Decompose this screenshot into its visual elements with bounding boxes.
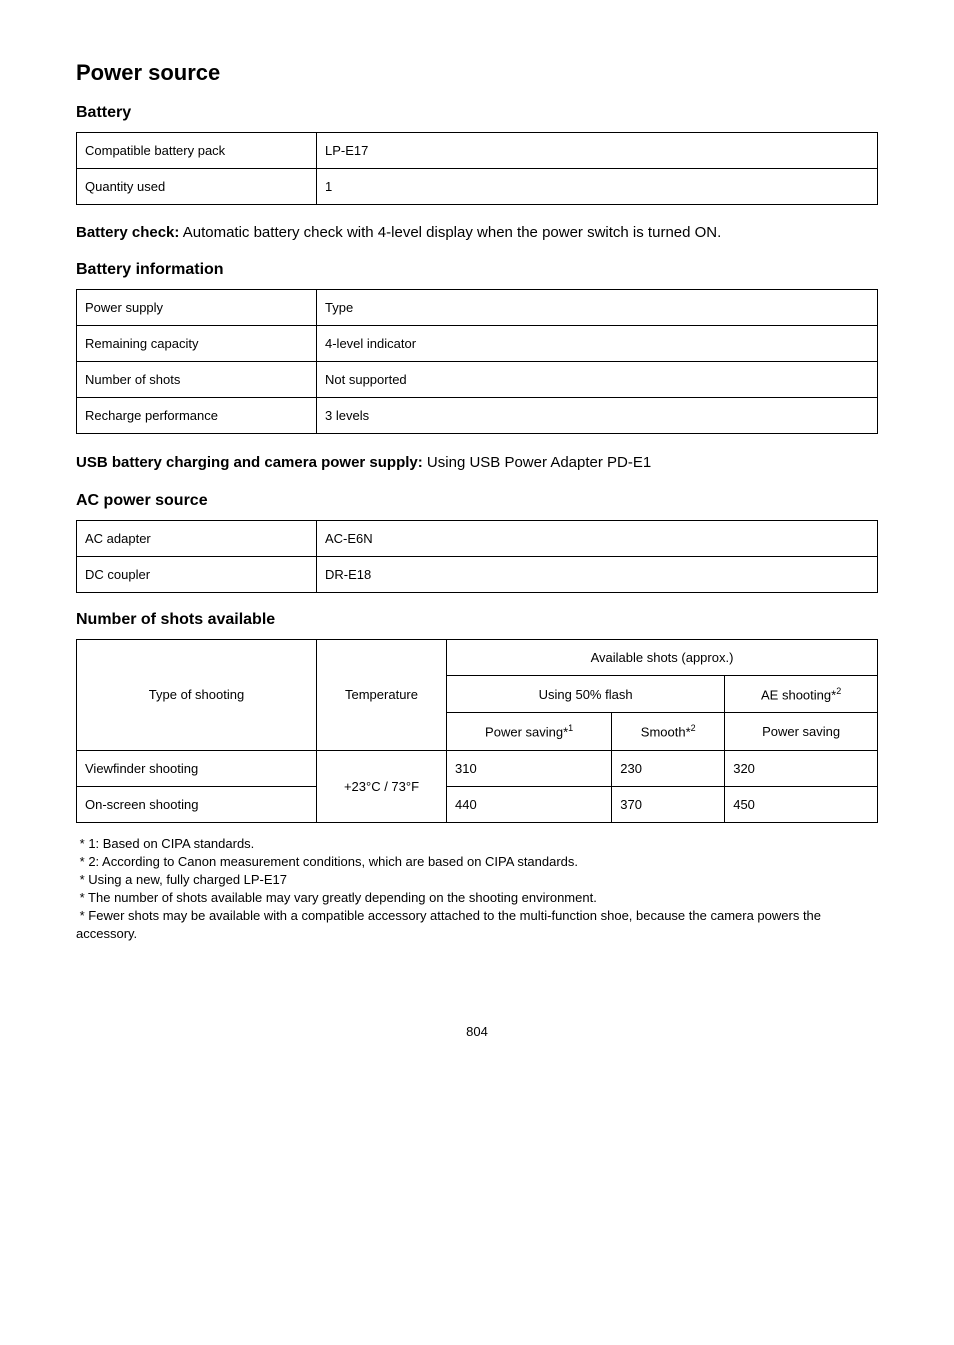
note-3: * Using a new, fully charged LP-E17	[76, 871, 878, 889]
cell-label: Remaining capacity	[77, 326, 317, 362]
cell-value: AC-E6N	[317, 520, 878, 556]
table-header-row: Type of shooting Temperature Available s…	[77, 639, 878, 675]
cell-type: Viewfinder shooting	[77, 750, 317, 786]
header-type: Type of shooting	[77, 639, 317, 750]
note-3-text: * Using a new, fully charged LP-E17	[80, 872, 287, 887]
table-row: Remaining capacity 4-level indicator	[77, 326, 878, 362]
cell-value: DR-E18	[317, 556, 878, 592]
usb-charging-text: Using USB Power Adapter PD-E1	[423, 454, 651, 471]
header-available: Available shots (approx.)	[447, 639, 878, 675]
note-5: * Fewer shots may be available with a co…	[76, 907, 878, 943]
cell-label: DC coupler	[77, 556, 317, 592]
header-ae-sup: 2	[836, 686, 841, 696]
section-title: Power source	[76, 60, 878, 86]
header-smooth-sup: 2	[691, 723, 696, 733]
footnotes: * 1: Based on CIPA standards. * 2: Accor…	[76, 835, 878, 944]
cell-type: On-screen shooting	[77, 786, 317, 822]
page-container: Power source Battery Compatible battery …	[0, 0, 954, 1079]
cell-label: AC adapter	[77, 520, 317, 556]
cell-value: 4-level indicator	[317, 326, 878, 362]
battery-table: Compatible battery pack LP-E17 Quantity …	[76, 132, 878, 205]
header-smooth: Smooth*2	[612, 713, 725, 750]
ac-power-table: AC adapter AC-E6N DC coupler DR-E18	[76, 520, 878, 593]
header-ps-text: Power saving*	[485, 725, 568, 740]
header-ps-sup: 1	[568, 723, 573, 733]
header-smooth-text: Smooth*	[641, 725, 691, 740]
cell-value: LP-E17	[317, 133, 878, 169]
table-row: AC adapter AC-E6N	[77, 520, 878, 556]
cell-label: Number of shots	[77, 362, 317, 398]
cell-value: 1	[317, 169, 878, 205]
cell-value: Not supported	[317, 362, 878, 398]
table-row: Power supply Type	[77, 290, 878, 326]
note-2: * 2: According to Canon measurement cond…	[76, 853, 878, 871]
usb-charging-line: USB battery charging and camera power su…	[76, 452, 878, 474]
cell-label: Compatible battery pack	[77, 133, 317, 169]
table-row: Number of shots Not supported	[77, 362, 878, 398]
cell-value: Type	[317, 290, 878, 326]
header-power-saving2: Power saving	[725, 713, 878, 750]
table-row: On-screen shooting 440 370 450	[77, 786, 878, 822]
table-row: DC coupler DR-E18	[77, 556, 878, 592]
cell-ae: 450	[725, 786, 878, 822]
note-1-text: 1: Based on CIPA standards.	[88, 836, 254, 851]
cell-smooth: 230	[612, 750, 725, 786]
battery-check-label: Battery check:	[76, 224, 179, 241]
cell-label: Recharge performance	[77, 398, 317, 434]
note-1: * 1: Based on CIPA standards.	[76, 835, 878, 853]
note-4: * The number of shots available may vary…	[76, 889, 878, 907]
cell-ps: 310	[447, 750, 612, 786]
note-2-star: *	[80, 854, 85, 869]
note-2-text: 2: According to Canon measurement condit…	[88, 854, 578, 869]
cell-ae: 320	[725, 750, 878, 786]
battery-heading: Battery	[76, 104, 878, 122]
header-power-saving: Power saving*1	[447, 713, 612, 750]
cell-smooth: 370	[612, 786, 725, 822]
ac-power-heading: AC power source	[76, 492, 878, 510]
page-number: 804	[76, 1024, 878, 1039]
battery-info-table: Power supply Type Remaining capacity 4-l…	[76, 289, 878, 434]
shots-heading: Number of shots available	[76, 611, 878, 629]
battery-check-paragraph: Battery check: Automatic battery check w…	[76, 223, 878, 243]
cell-label: Power supply	[77, 290, 317, 326]
table-row: Compatible battery pack LP-E17	[77, 133, 878, 169]
battery-check-text: Automatic battery check with 4-level dis…	[179, 224, 721, 241]
table-row: Quantity used 1	[77, 169, 878, 205]
usb-charging-label: USB battery charging and camera power su…	[76, 454, 423, 471]
battery-info-heading: Battery information	[76, 261, 878, 279]
cell-ps: 440	[447, 786, 612, 822]
cell-label: Quantity used	[77, 169, 317, 205]
cell-temperature: +23°C / 73°F	[317, 750, 447, 822]
cell-value: 3 levels	[317, 398, 878, 434]
table-row: Viewfinder shooting +23°C / 73°F 310 230…	[77, 750, 878, 786]
note-1-star: *	[80, 836, 85, 851]
note-5-text: * Fewer shots may be available with a co…	[76, 908, 821, 941]
header-flash: Using 50% flash	[447, 675, 725, 712]
note-4-text: * The number of shots available may vary…	[80, 890, 597, 905]
header-ae-text: AE shooting*	[761, 687, 836, 702]
shots-table: Type of shooting Temperature Available s…	[76, 639, 878, 823]
table-row: Recharge performance 3 levels	[77, 398, 878, 434]
header-temperature: Temperature	[317, 639, 447, 750]
header-ae: AE shooting*2	[725, 675, 878, 712]
